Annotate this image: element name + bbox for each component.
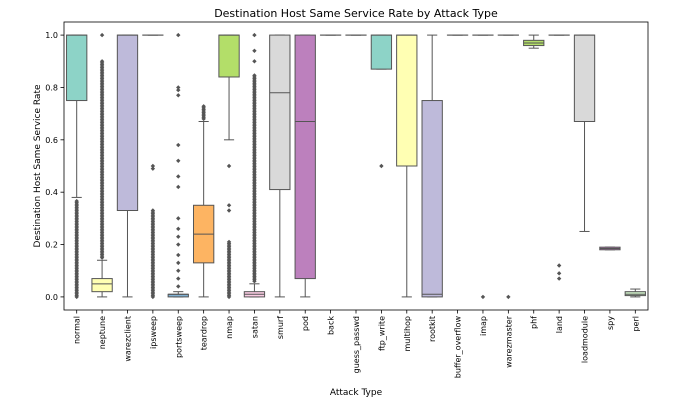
x-tick-label-ftp_write: ftp_write bbox=[377, 316, 386, 351]
flier-portsweep bbox=[176, 93, 181, 98]
flier-ipsweep bbox=[150, 166, 156, 171]
flier-portsweep bbox=[176, 226, 181, 232]
x-tick-label-imap: imap bbox=[479, 316, 488, 336]
flier-satan bbox=[252, 59, 257, 64]
flier-nmap bbox=[226, 239, 232, 245]
y-tick-label: 0.4 bbox=[45, 188, 58, 197]
x-tick-label-ipsweep: ipsweep bbox=[149, 316, 158, 349]
flier-portsweep bbox=[176, 184, 181, 190]
flier-neptune bbox=[99, 32, 105, 38]
x-tick-label-phf: phf bbox=[530, 316, 539, 329]
x-tick-label-spy: spy bbox=[606, 316, 615, 330]
flier-portsweep bbox=[176, 234, 181, 239]
flier-portsweep bbox=[176, 216, 181, 221]
x-tick-label-rootkit: rootkit bbox=[428, 316, 437, 342]
flier-neptune bbox=[99, 59, 105, 64]
box-normal bbox=[66, 34, 88, 102]
y-tick-label: 0.6 bbox=[45, 136, 58, 145]
box-nmap bbox=[218, 34, 240, 78]
flier-warezmaster bbox=[506, 294, 511, 300]
flier-portsweep bbox=[176, 158, 181, 163]
flier-ipsweep bbox=[150, 163, 156, 169]
box-rootkit bbox=[421, 100, 443, 298]
x-axis-label: Attack Type bbox=[330, 388, 383, 398]
flier-land bbox=[556, 276, 562, 281]
flier-satan bbox=[252, 32, 257, 38]
x-tick-label-pod: pod bbox=[301, 316, 310, 331]
box-warezclient bbox=[116, 34, 139, 212]
x-tick-label-portsweep: portsweep bbox=[174, 316, 183, 358]
x-tick-label-satan: satan bbox=[250, 316, 259, 338]
flier-portsweep bbox=[176, 85, 181, 90]
x-tick-label-warezclient: warezclient bbox=[123, 316, 132, 362]
x-tick-label-land: land bbox=[555, 316, 564, 333]
flier-portsweep bbox=[176, 268, 181, 273]
flier-teardrop bbox=[201, 104, 206, 109]
flier-portsweep bbox=[176, 32, 181, 38]
x-tick-label-nmap: nmap bbox=[225, 316, 234, 339]
y-tick-label: 1.0 bbox=[45, 31, 58, 40]
flier-ipsweep bbox=[150, 208, 156, 213]
flier-portsweep bbox=[176, 252, 181, 258]
flier-ftp_write bbox=[379, 163, 384, 169]
box-multihop bbox=[396, 34, 418, 167]
plot-frame bbox=[63, 21, 649, 311]
flier-nmap bbox=[226, 203, 232, 208]
flier-nmap bbox=[226, 208, 232, 213]
flier-portsweep bbox=[176, 260, 181, 266]
flier-portsweep bbox=[176, 142, 181, 148]
y-axis-label: Destination Host Same Service Rate bbox=[33, 84, 43, 247]
x-tick-label-guess_passwd: guess_passwd bbox=[352, 316, 361, 373]
y-tick-label: 0.2 bbox=[45, 241, 58, 250]
flier-nmap bbox=[226, 163, 232, 169]
chart-title: Destination Host Same Service Rate by At… bbox=[214, 7, 498, 20]
flier-satan bbox=[252, 48, 257, 53]
box-neptune bbox=[91, 278, 113, 293]
box-perl bbox=[624, 291, 646, 297]
box-loadmodule bbox=[573, 34, 596, 122]
box-smurf bbox=[269, 34, 291, 191]
flier-portsweep bbox=[176, 276, 181, 281]
box-ftp_write bbox=[370, 34, 393, 70]
flier-land bbox=[556, 271, 562, 276]
y-tick-label: 0.0 bbox=[45, 293, 58, 302]
y-tick-label: 0.8 bbox=[45, 83, 58, 92]
box-pod bbox=[294, 34, 316, 280]
flier-normal bbox=[74, 198, 79, 204]
flier-satan bbox=[252, 73, 257, 78]
flier-land bbox=[556, 263, 562, 268]
x-tick-label-buffer_overflow: buffer_overflow bbox=[454, 316, 463, 379]
x-tick-label-multihop: multihop bbox=[403, 316, 412, 352]
x-tick-label-back: back bbox=[327, 316, 336, 335]
flier-imap bbox=[480, 294, 486, 300]
x-tick-label-smurf: smurf bbox=[276, 316, 285, 339]
plot-area: 0.0 0.2 0.4 0.6 0.8 1.0 normal neptune warezclie… bbox=[45, 31, 646, 379]
flier-portsweep bbox=[176, 242, 181, 247]
x-tick-label-warezmaster: warezmaster bbox=[504, 315, 513, 368]
flier-portsweep bbox=[176, 284, 181, 289]
x-tick-label-neptune: neptune bbox=[98, 316, 107, 349]
x-tick-label-teardrop: teardrop bbox=[200, 316, 209, 350]
x-tick-label-normal: normal bbox=[73, 316, 82, 344]
flier-portsweep bbox=[176, 174, 181, 179]
x-tick-label-perl: perl bbox=[631, 316, 640, 332]
x-tick-label-loadmodule: loadmodule bbox=[581, 316, 590, 363]
flier-portsweep bbox=[176, 87, 181, 93]
